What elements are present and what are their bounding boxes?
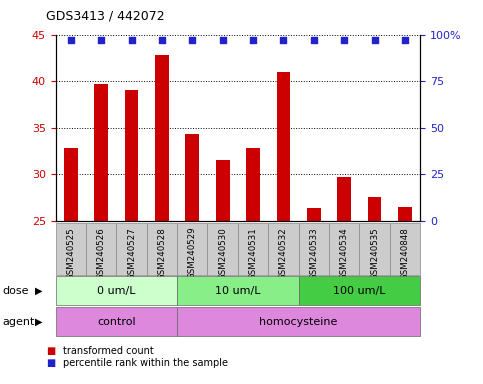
Bar xyxy=(329,223,359,275)
Bar xyxy=(398,207,412,221)
Point xyxy=(401,37,409,43)
Bar xyxy=(177,276,298,305)
Bar xyxy=(177,223,208,275)
Text: ▶: ▶ xyxy=(35,286,43,296)
Bar xyxy=(177,307,420,336)
Point xyxy=(188,37,196,43)
Text: GSM240535: GSM240535 xyxy=(370,227,379,280)
Text: GSM240534: GSM240534 xyxy=(340,227,349,280)
Text: ■: ■ xyxy=(46,346,55,356)
Text: agent: agent xyxy=(2,316,35,327)
Bar xyxy=(298,223,329,275)
Text: transformed count: transformed count xyxy=(63,346,154,356)
Bar xyxy=(238,223,268,275)
Point xyxy=(280,37,287,43)
Bar xyxy=(246,148,260,221)
Text: GSM240533: GSM240533 xyxy=(309,227,318,280)
Text: GSM240526: GSM240526 xyxy=(97,227,106,280)
Text: homocysteine: homocysteine xyxy=(259,316,338,327)
Text: GSM240525: GSM240525 xyxy=(66,227,75,280)
Bar xyxy=(116,223,147,275)
Bar xyxy=(94,84,108,221)
Text: GSM240527: GSM240527 xyxy=(127,227,136,280)
Bar xyxy=(359,223,390,275)
Bar xyxy=(64,148,78,221)
Bar xyxy=(86,223,116,275)
Point xyxy=(219,37,227,43)
Point xyxy=(341,37,348,43)
Text: 100 um/L: 100 um/L xyxy=(333,286,386,296)
Bar xyxy=(125,91,138,221)
Text: dose: dose xyxy=(2,286,29,296)
Bar xyxy=(155,55,169,221)
Bar xyxy=(277,72,290,221)
Text: GSM240530: GSM240530 xyxy=(218,227,227,280)
Bar xyxy=(307,208,321,221)
Bar xyxy=(216,160,229,221)
Text: 10 um/L: 10 um/L xyxy=(215,286,261,296)
Bar xyxy=(390,223,420,275)
Point xyxy=(249,37,257,43)
Bar xyxy=(185,134,199,221)
Text: control: control xyxy=(97,316,136,327)
Point xyxy=(67,37,74,43)
Text: GSM240528: GSM240528 xyxy=(157,227,167,280)
Text: GSM240532: GSM240532 xyxy=(279,227,288,280)
Text: GSM240529: GSM240529 xyxy=(188,227,197,280)
Text: GSM240848: GSM240848 xyxy=(400,227,410,280)
Bar xyxy=(298,276,420,305)
Bar xyxy=(268,223,298,275)
Bar xyxy=(338,177,351,221)
Text: ▶: ▶ xyxy=(35,316,43,327)
Point xyxy=(310,37,318,43)
Text: GSM240531: GSM240531 xyxy=(249,227,257,280)
Text: percentile rank within the sample: percentile rank within the sample xyxy=(63,358,228,368)
Point xyxy=(97,37,105,43)
Point xyxy=(371,37,379,43)
Bar xyxy=(56,223,86,275)
Point xyxy=(128,37,135,43)
Bar xyxy=(147,223,177,275)
Bar xyxy=(56,307,177,336)
Text: ■: ■ xyxy=(46,358,55,368)
Bar xyxy=(368,197,382,221)
Bar xyxy=(56,276,177,305)
Point xyxy=(158,37,166,43)
Bar xyxy=(208,223,238,275)
Text: GDS3413 / 442072: GDS3413 / 442072 xyxy=(46,10,165,23)
Text: 0 um/L: 0 um/L xyxy=(97,286,136,296)
